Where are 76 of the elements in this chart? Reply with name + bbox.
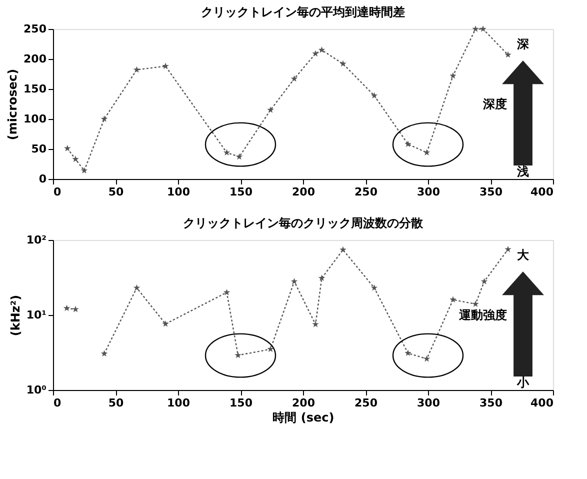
point <box>236 153 243 160</box>
annotation: 小 <box>516 376 530 390</box>
x-tick-label: 100 <box>167 396 190 410</box>
x-tick-label: 250 <box>354 186 378 198</box>
chart-title: クリックトレイン毎のクリック周波数の分散 <box>183 216 424 230</box>
chart-title: クリックトレイン毎の平均到達時間差 <box>201 5 405 19</box>
point <box>267 106 274 113</box>
point <box>133 284 140 291</box>
point <box>318 46 326 53</box>
point <box>450 72 456 79</box>
x-tick-label: 50 <box>108 186 124 198</box>
point <box>318 274 326 282</box>
y-tick-label: 0 <box>38 172 47 186</box>
point <box>370 92 378 98</box>
y-tick-label: 10⁰ <box>26 384 47 396</box>
x-tick-label: 400 <box>530 186 554 198</box>
point <box>423 149 430 156</box>
point <box>370 284 378 291</box>
x-tick-label: 150 <box>230 186 253 198</box>
x-tick-label: 250 <box>354 396 378 410</box>
x-tick-label: 150 <box>230 396 253 410</box>
point <box>64 144 71 152</box>
point <box>100 115 108 122</box>
point <box>234 352 242 358</box>
point <box>504 246 512 252</box>
annotation: 深 <box>516 37 530 51</box>
point <box>133 66 140 73</box>
x-tick-label: 200 <box>292 186 316 198</box>
y-tick-label: 150 <box>24 82 47 96</box>
y-tick-label: 100 <box>24 112 47 126</box>
x-tick-label: 100 <box>167 186 190 198</box>
y-tick-label: 10² <box>26 234 47 246</box>
point <box>72 306 79 312</box>
point <box>404 350 412 356</box>
point <box>480 278 488 284</box>
y-tick-label: 10¹ <box>26 308 47 322</box>
point <box>504 51 512 58</box>
annotation: 運動強度 <box>458 308 507 322</box>
y-tick-label: 50 <box>31 142 47 156</box>
annotation: 浅 <box>516 164 529 178</box>
annotation: 深度 <box>482 97 507 111</box>
y-axis-title: (kHz²) <box>8 294 22 336</box>
point <box>267 346 274 352</box>
x-axis-title: 時間 (sec) <box>272 410 334 424</box>
x-tick-label: 300 <box>417 396 440 410</box>
point <box>312 320 319 328</box>
y-axis-title: (microsec) <box>6 68 20 140</box>
point <box>223 149 230 156</box>
x-tick-label: 0 <box>54 396 62 410</box>
point <box>480 25 486 32</box>
point <box>100 350 108 357</box>
x-tick-label: 350 <box>480 186 503 198</box>
point <box>340 246 346 253</box>
x-tick-label: 50 <box>108 396 124 410</box>
x-tick-label: 0 <box>54 186 62 198</box>
point <box>472 25 479 32</box>
point <box>404 140 412 148</box>
point <box>72 156 79 162</box>
x-tick-label: 200 <box>292 396 316 410</box>
annotation: 大 <box>517 248 530 262</box>
x-tick-label: 300 <box>417 186 440 198</box>
point <box>80 167 88 174</box>
y-tick-label: 200 <box>24 52 47 66</box>
x-tick-label: 350 <box>480 396 503 410</box>
point <box>472 300 479 307</box>
point <box>450 296 456 303</box>
point <box>423 355 430 362</box>
point <box>312 50 319 56</box>
point <box>63 304 70 312</box>
y-tick-label: 250 <box>24 22 47 36</box>
point <box>162 62 169 70</box>
x-tick-label: 400 <box>530 396 554 410</box>
point <box>290 75 298 82</box>
point <box>290 278 298 284</box>
point <box>162 320 169 327</box>
point <box>340 60 346 67</box>
